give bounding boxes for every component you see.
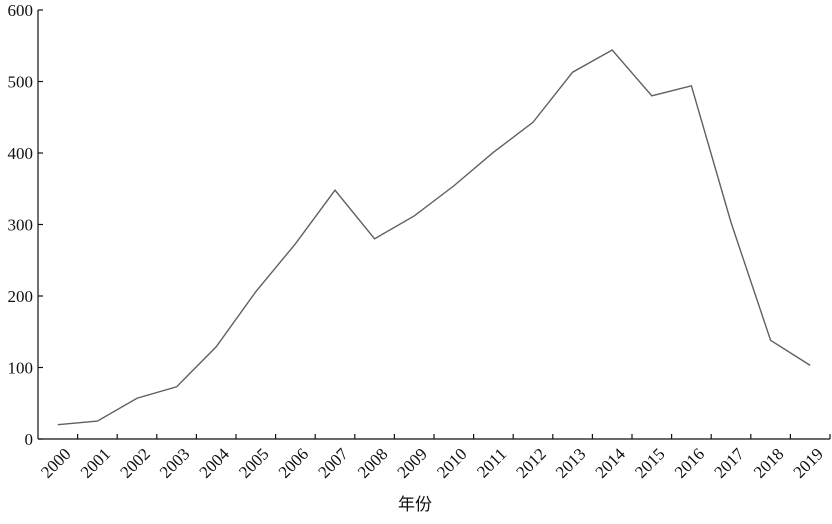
y-tick-label: 500 xyxy=(8,73,34,92)
data-line xyxy=(57,49,811,426)
x-tick-label: 2010 xyxy=(433,444,470,481)
x-tick-label: 2006 xyxy=(275,444,312,481)
y-tick-label: 200 xyxy=(8,287,34,306)
x-axis-label: 年份 xyxy=(398,495,432,514)
y-tick-label: 300 xyxy=(8,216,34,235)
x-tick-label: 2000 xyxy=(37,444,74,481)
y-tick-label: 0 xyxy=(25,430,34,449)
x-tick-label: 2009 xyxy=(394,444,431,481)
x-tick-label: 2017 xyxy=(710,444,748,482)
x-tick-label: 2007 xyxy=(314,444,352,482)
x-tick-label: 2015 xyxy=(631,444,668,481)
x-tick-label: 2018 xyxy=(750,444,787,481)
x-tick-label: 2004 xyxy=(196,444,234,482)
x-tick-label: 2019 xyxy=(790,444,827,481)
x-tick-label: 2014 xyxy=(592,444,630,482)
y-tick-label: 100 xyxy=(8,359,34,378)
x-tick-label: 2013 xyxy=(552,444,589,481)
x-tick-label: 2002 xyxy=(116,444,153,481)
x-tick-label: 2003 xyxy=(156,444,193,481)
x-tick-label: 2008 xyxy=(354,444,391,481)
x-tick-label: 2001 xyxy=(77,444,114,481)
x-tick-label: 2005 xyxy=(235,444,272,481)
x-tick-label: 2016 xyxy=(671,444,708,481)
x-tick-label: 2011 xyxy=(473,444,510,481)
y-tick-label: 600 xyxy=(8,1,34,20)
x-tick-label: 2012 xyxy=(512,444,549,481)
y-tick-label: 400 xyxy=(8,144,34,163)
